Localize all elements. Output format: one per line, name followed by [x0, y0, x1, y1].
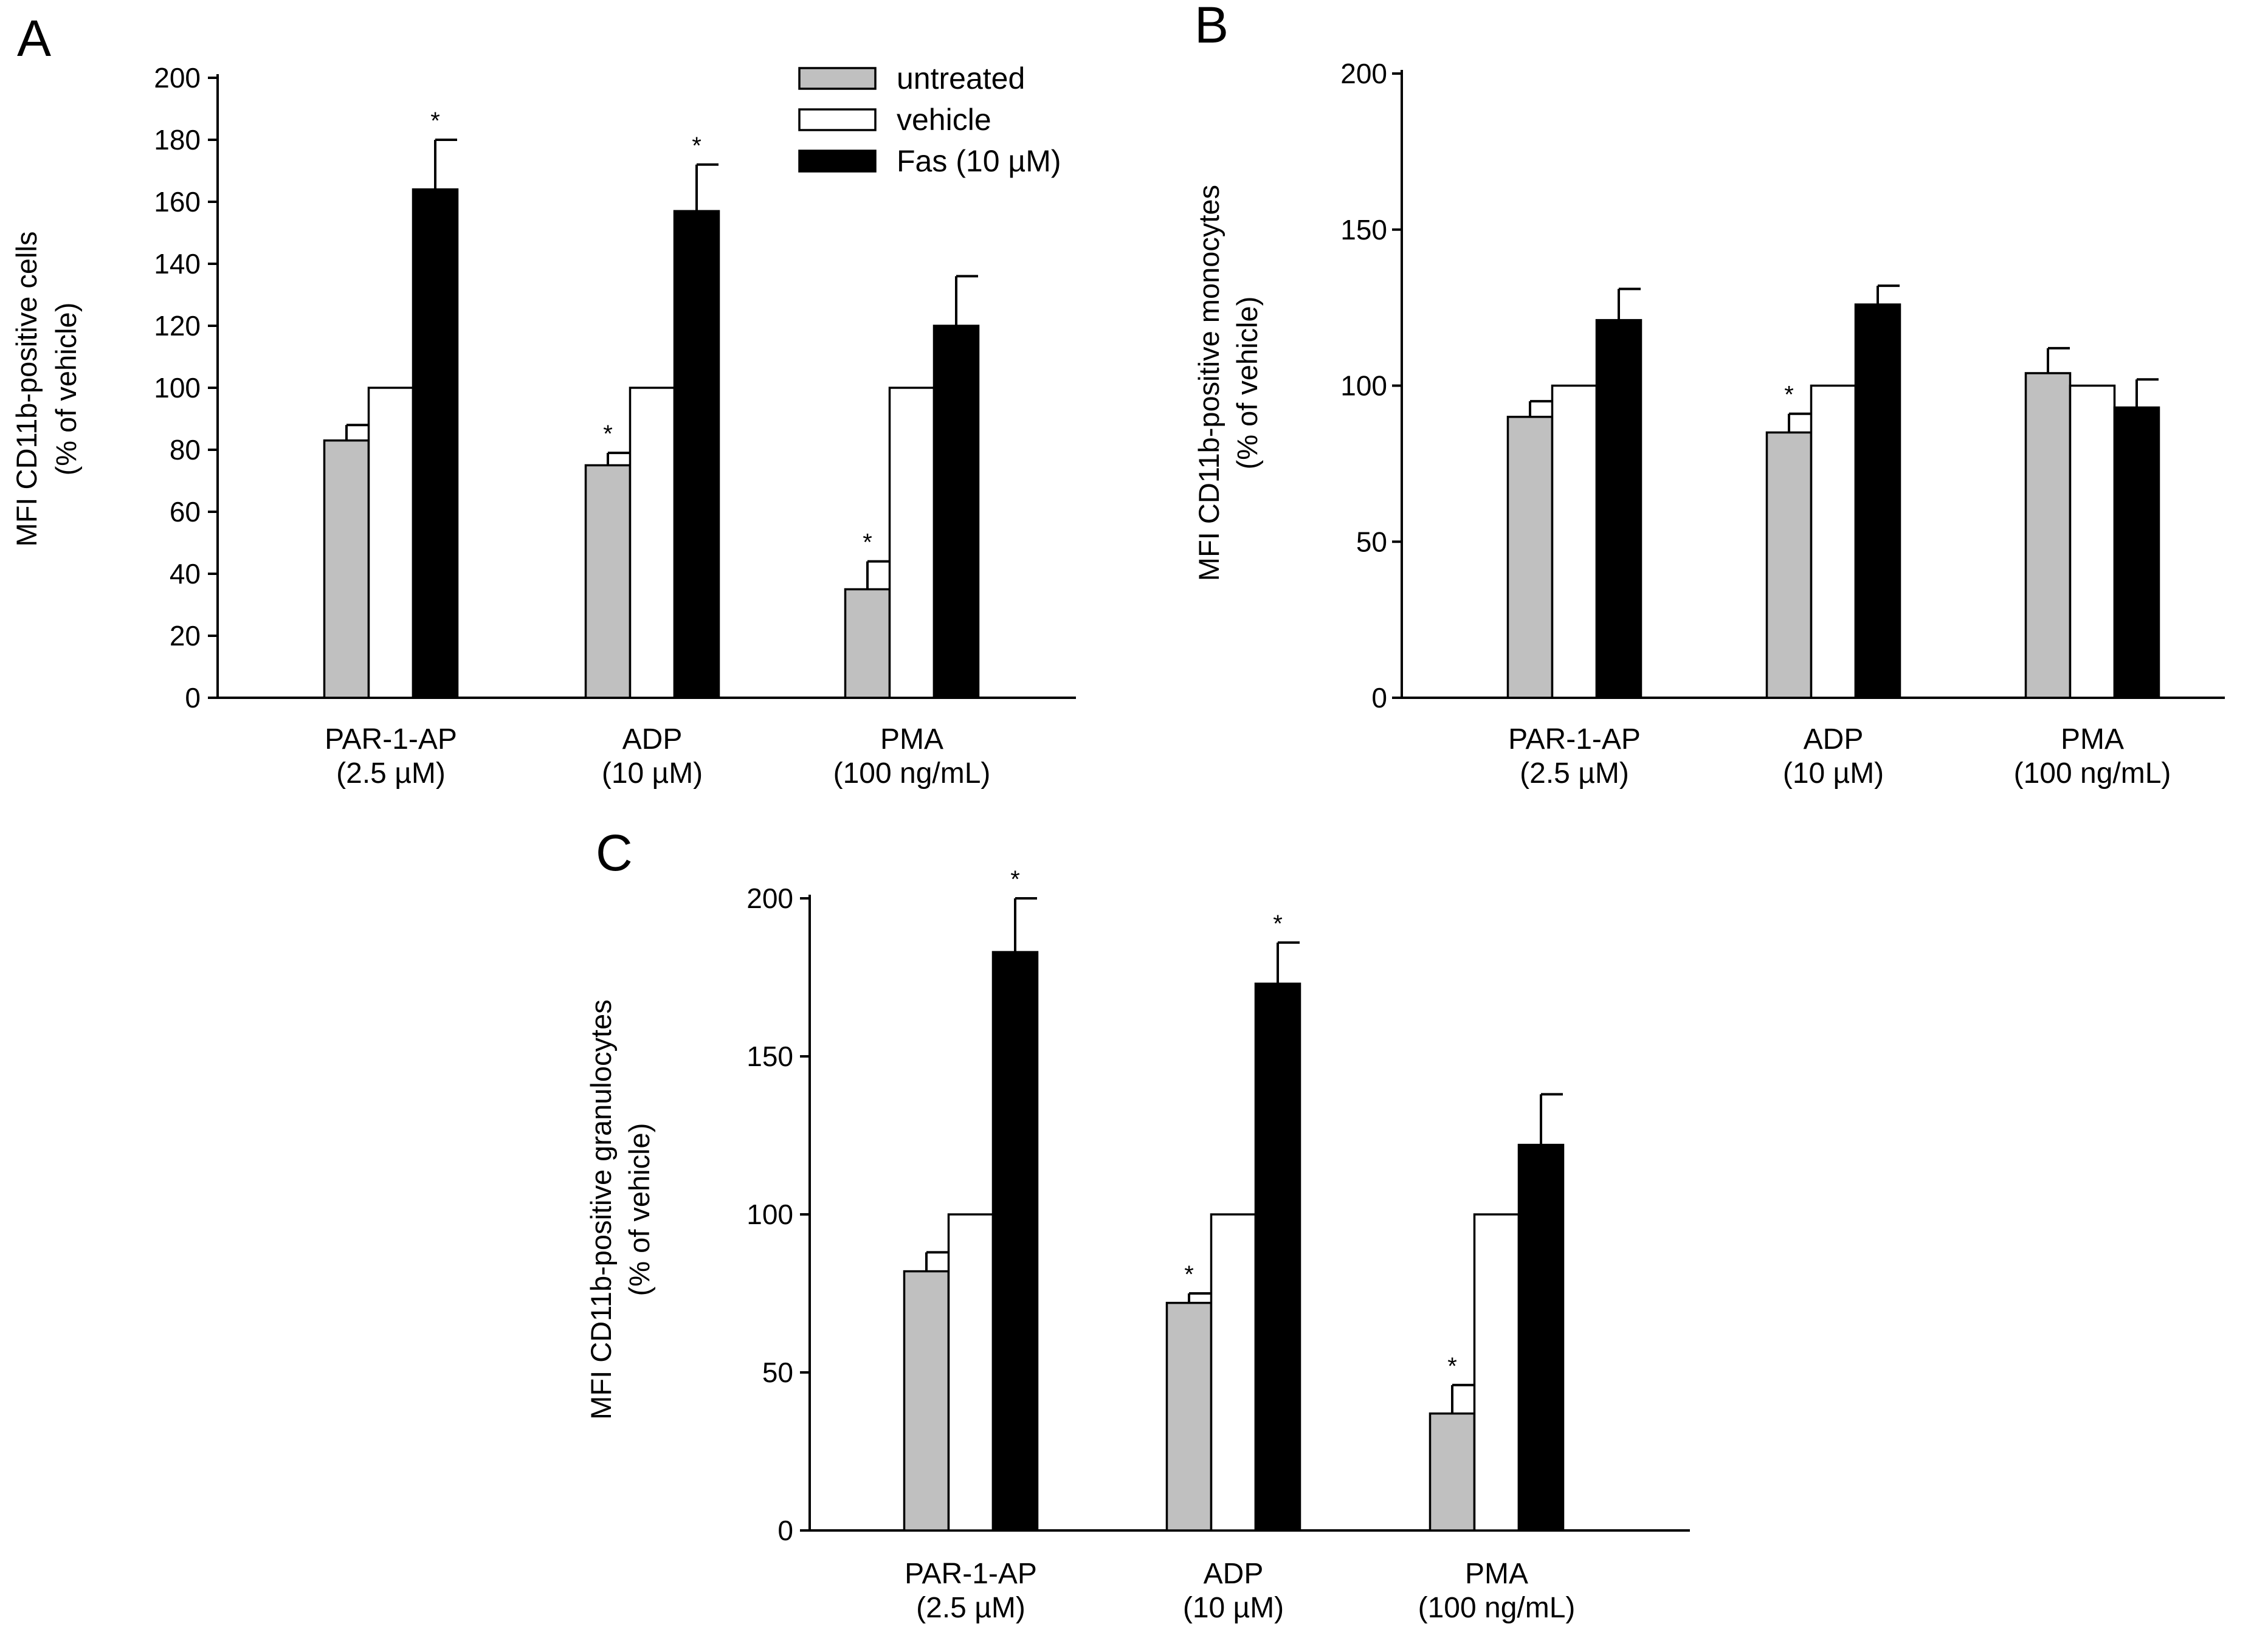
legend-label: vehicle — [897, 103, 991, 137]
bar-untreated — [844, 588, 891, 699]
y-tick-label: 180 — [154, 124, 201, 156]
legend-label: Fas (10 µM) — [897, 144, 1061, 178]
x-category-sublabel: (10 µM) — [1183, 1592, 1284, 1624]
x-category-label: PAR-1-AP — [905, 1558, 1037, 1590]
x-category-label: PMA — [2061, 723, 2124, 756]
bar-untreated — [1506, 416, 1554, 699]
bar-vehicle — [367, 387, 415, 699]
y-tick-label: 200 — [154, 62, 201, 94]
y-axis-label: MFI CD11b-positive granulocytes — [585, 999, 617, 1419]
bar-untreated — [2024, 372, 2072, 699]
x-category-sublabel: (100 ng/mL) — [2014, 757, 2171, 790]
bar-vehicle — [1810, 384, 1857, 699]
bar-vehicle — [2069, 384, 2116, 699]
x-category-label: PMA — [880, 723, 943, 756]
significance-star: * — [863, 529, 872, 556]
bar-fasm — [1517, 1143, 1565, 1532]
legend-swatch — [798, 108, 877, 131]
bar-untreated — [1765, 431, 1813, 699]
x-category-sublabel: (100 ng/mL) — [1418, 1592, 1576, 1624]
x-category-label: PAR-1-AP — [1508, 723, 1641, 756]
x-category-sublabel: (2.5 µM) — [916, 1592, 1025, 1624]
y-tick-label: 150 — [746, 1041, 793, 1072]
y-tick-label: 80 — [170, 434, 201, 466]
y-tick-label: 160 — [154, 186, 201, 218]
chart-panel-b: B 0 50 100 150 200 MFI CD11b-positive monocyte… — [1193, 0, 2225, 790]
bar-fasm — [1595, 318, 1642, 699]
y-tick-label: 200 — [1340, 58, 1387, 89]
y-tick-label: 200 — [746, 883, 793, 914]
panel-letter: B — [1194, 0, 1229, 53]
y-tick-label: 150 — [1340, 214, 1387, 246]
bar-untreated — [903, 1270, 950, 1532]
significance-star: * — [1273, 910, 1283, 937]
significance-star: * — [1010, 866, 1020, 893]
bar-fasm — [673, 210, 720, 699]
x-category-sublabel: (10 µM) — [1783, 757, 1884, 790]
y-tick-label: 20 — [170, 620, 201, 652]
panel-letter: C — [596, 824, 633, 881]
bar-untreated — [1429, 1412, 1476, 1532]
y-tick-label: 50 — [1356, 526, 1387, 557]
y-axis-label: MFI CD11b-positive monocytes — [1193, 185, 1225, 581]
chart-panel-a: A 0 20 40 60 80 100 120 140 160 180 200 MFI CD11b-po… — [10, 10, 1076, 790]
bar-vehicle — [1473, 1213, 1520, 1532]
y-tick-label: 120 — [154, 310, 201, 342]
bar-vehicle — [1210, 1213, 1257, 1532]
bar-fasm — [2113, 406, 2160, 699]
x-category-sublabel: (10 µM) — [602, 757, 703, 790]
bar-untreated — [1165, 1301, 1213, 1532]
bar-vehicle — [629, 387, 676, 699]
y-tick-label: 0 — [185, 682, 201, 714]
legend-label: untreated — [897, 61, 1025, 95]
bar-vehicle — [888, 387, 936, 699]
bar-fasm — [412, 188, 459, 699]
legend-swatch — [798, 150, 877, 173]
bar-fasm — [932, 325, 980, 699]
significance-star: * — [430, 108, 440, 134]
chart-panel-c: C 0 50 100 150 200 MFI CD11b-positive granuloc… — [585, 824, 1690, 1624]
panel-letter: A — [17, 10, 51, 67]
significance-star: * — [1784, 382, 1794, 408]
significance-star: * — [692, 133, 701, 159]
legend: untreated vehicle Fas (10 µM) — [798, 61, 1061, 178]
x-category-label: PMA — [1465, 1558, 1528, 1590]
bar-untreated — [323, 439, 370, 699]
bar-untreated — [584, 464, 632, 699]
bar-vehicle — [1551, 384, 1598, 699]
x-category-label: ADP — [1804, 723, 1864, 756]
x-category-label: ADP — [1204, 1558, 1264, 1590]
significance-star: * — [1184, 1261, 1194, 1288]
y-tick-label: 100 — [154, 372, 201, 404]
x-category-label: ADP — [622, 723, 683, 756]
x-category-sublabel: (2.5 µM) — [336, 757, 446, 790]
y-tick-label: 100 — [1340, 370, 1387, 402]
y-axis-label-unit: (% of vehicle) — [623, 1123, 655, 1296]
y-tick-label: 100 — [746, 1199, 793, 1230]
y-tick-label: 40 — [170, 558, 201, 590]
y-axis-label-unit: (% of vehicle) — [1231, 297, 1263, 470]
y-tick-label: 60 — [170, 496, 201, 528]
bar-fasm — [1854, 303, 1901, 699]
y-axis-label: MFI CD11b-positive cells — [10, 232, 43, 547]
bar-fasm — [1254, 982, 1301, 1532]
legend-swatch — [798, 67, 877, 90]
x-category-sublabel: (2.5 µM) — [1520, 757, 1629, 790]
x-category-label: PAR-1-AP — [325, 723, 457, 756]
y-axis-label-unit: (% of vehicle) — [50, 303, 82, 476]
y-tick-label: 140 — [154, 248, 201, 280]
significance-star: * — [603, 421, 613, 447]
bar-vehicle — [947, 1213, 994, 1532]
y-tick-label: 50 — [762, 1357, 793, 1388]
bar-fasm — [991, 951, 1039, 1532]
y-tick-label: 0 — [777, 1515, 793, 1546]
y-tick-label: 0 — [1371, 682, 1387, 714]
significance-star: * — [1447, 1353, 1457, 1380]
x-category-sublabel: (100 ng/mL) — [833, 757, 991, 790]
